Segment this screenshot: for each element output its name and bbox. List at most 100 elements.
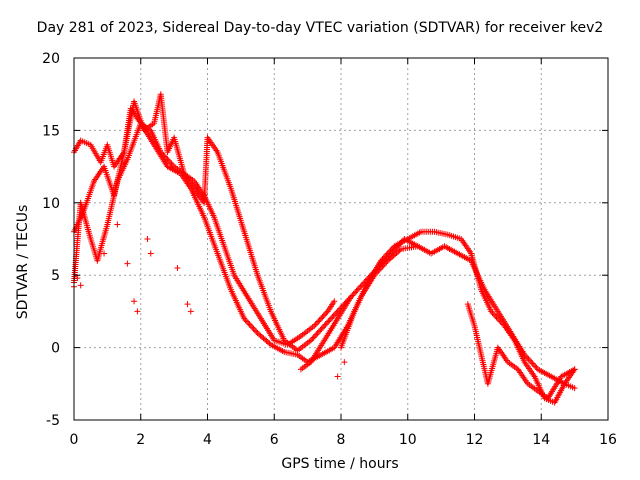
data-point-track-2 bbox=[334, 308, 341, 315]
y-tick-label: 10 bbox=[42, 196, 60, 212]
data-point-track-1 bbox=[313, 319, 320, 326]
data-point-track-5 bbox=[380, 254, 387, 261]
y-tick-label: 5 bbox=[51, 268, 60, 284]
data-point-track-5 bbox=[488, 308, 495, 315]
data-point-track-3 bbox=[266, 340, 273, 347]
data-point-track-3 bbox=[242, 317, 249, 324]
data-point-track-4 bbox=[353, 288, 360, 295]
data-point-track-4 bbox=[357, 283, 364, 290]
data-point-track-2 bbox=[314, 330, 321, 337]
data-point-track-4 bbox=[358, 282, 365, 289]
x-tick-label: 16 bbox=[599, 432, 617, 448]
data-point-scattered bbox=[74, 275, 81, 282]
data-point-track-2 bbox=[321, 322, 328, 329]
data-point-track-2 bbox=[313, 331, 320, 338]
data-point-track-3 bbox=[260, 335, 267, 342]
data-point-track-5 bbox=[497, 318, 504, 325]
data-point-track-5 bbox=[378, 257, 385, 264]
data-point-scattered bbox=[77, 282, 84, 289]
data-point-track-1 bbox=[164, 156, 171, 163]
data-point-track-1 bbox=[316, 317, 323, 324]
data-point-track-5 bbox=[498, 319, 505, 326]
x-tick-label: 12 bbox=[466, 432, 484, 448]
data-point-track-2 bbox=[327, 315, 334, 322]
data-point-scattered bbox=[334, 373, 341, 380]
data-point-track-5 bbox=[492, 312, 499, 319]
data-point-track-2 bbox=[319, 324, 326, 331]
data-point-track-1 bbox=[320, 312, 327, 319]
x-tick-label: 10 bbox=[399, 432, 417, 448]
data-point-track-5 bbox=[382, 253, 389, 260]
data-point-scattered bbox=[101, 250, 108, 257]
data-point-track-4 bbox=[354, 286, 361, 293]
data-point-track-2 bbox=[318, 325, 325, 332]
data-point-track-4 bbox=[524, 354, 531, 361]
data-point-track-5 bbox=[489, 309, 496, 316]
x-tick-label: 4 bbox=[203, 432, 212, 448]
data-point-track-5 bbox=[493, 314, 500, 321]
data-point-track-4 bbox=[525, 356, 532, 363]
data-point-track-2 bbox=[326, 317, 333, 324]
data-point-track-3 bbox=[264, 339, 271, 346]
data-point-track-1 bbox=[321, 311, 328, 318]
data-point-track-3 bbox=[257, 332, 264, 339]
data-point-scattered bbox=[184, 301, 191, 308]
data-point-scattered bbox=[147, 250, 154, 257]
data-point-track-3 bbox=[396, 247, 403, 254]
data-point-track-1 bbox=[317, 315, 324, 322]
data-point-track-2 bbox=[310, 334, 317, 341]
data-point-track-4 bbox=[356, 285, 363, 292]
data-point-track-5 bbox=[386, 249, 393, 256]
data-point-track-4 bbox=[529, 360, 536, 367]
data-point-scattered bbox=[144, 236, 151, 242]
data-point-track-1 bbox=[319, 314, 326, 321]
data-point-track-3 bbox=[263, 337, 270, 344]
data-point-scattered bbox=[134, 308, 141, 315]
x-tick-label: 8 bbox=[337, 432, 346, 448]
data-points bbox=[71, 91, 578, 406]
data-point-scattered bbox=[124, 260, 131, 267]
data-point-scattered bbox=[341, 359, 348, 366]
data-point-scattered bbox=[174, 264, 181, 271]
y-tick-label: -5 bbox=[46, 413, 60, 429]
data-point-track-4 bbox=[532, 363, 539, 370]
data-point-track-2 bbox=[330, 312, 337, 319]
data-point-track-4 bbox=[352, 289, 359, 296]
data-point-track-1 bbox=[323, 309, 330, 316]
data-point-track-5 bbox=[388, 246, 395, 253]
data-point-track-1 bbox=[167, 159, 174, 166]
data-point-track-3 bbox=[256, 331, 263, 338]
data-point-track-3 bbox=[259, 333, 266, 340]
data-point-track-4 bbox=[571, 385, 578, 392]
data-point-track-3 bbox=[395, 248, 402, 255]
data-point-track-3 bbox=[246, 321, 253, 328]
data-point-scattered bbox=[114, 221, 121, 228]
data-point-track-5 bbox=[496, 317, 503, 324]
data-point-track-4 bbox=[528, 359, 535, 366]
data-point-track-4 bbox=[348, 293, 355, 300]
data-point-track-5 bbox=[384, 250, 391, 257]
data-point-track-2 bbox=[323, 319, 330, 326]
x-tick-label: 2 bbox=[136, 432, 145, 448]
data-point-track-2 bbox=[329, 314, 336, 321]
data-point-track-3 bbox=[251, 327, 258, 334]
x-tick-label: 0 bbox=[70, 432, 79, 448]
data-point-track-2 bbox=[331, 311, 338, 318]
data-point-track-5 bbox=[490, 311, 497, 318]
data-point-track-3 bbox=[241, 315, 248, 322]
data-point-track-3 bbox=[249, 324, 256, 331]
y-tick-label: 15 bbox=[42, 123, 60, 139]
data-point-track-3 bbox=[247, 322, 254, 329]
chart-title: Day 281 of 2023, Sidereal Day-to-day VTE… bbox=[36, 20, 604, 36]
data-point-track-2 bbox=[325, 318, 332, 325]
data-point-track-3 bbox=[250, 325, 257, 332]
data-point-track-4 bbox=[350, 291, 357, 298]
data-point-track-2 bbox=[309, 335, 316, 342]
data-point-track-2 bbox=[307, 337, 314, 344]
data-point-track-2 bbox=[322, 321, 329, 328]
data-point-track-1 bbox=[315, 318, 322, 325]
y-tick-label: 20 bbox=[42, 51, 60, 67]
data-point-track-1 bbox=[311, 322, 318, 329]
data-point-track-1 bbox=[331, 298, 338, 305]
